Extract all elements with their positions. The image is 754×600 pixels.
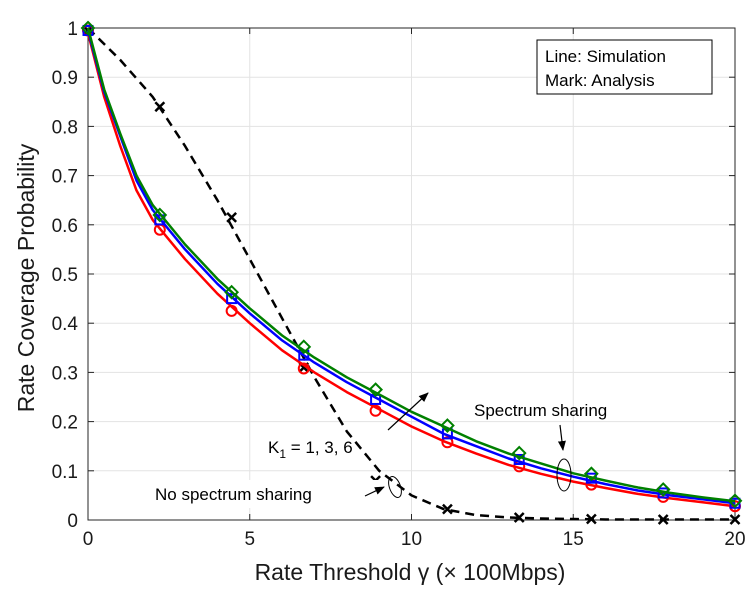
x-tick-label: 15: [563, 529, 584, 550]
x-tick-label: 0: [83, 529, 94, 550]
y-tick-label: 0: [67, 511, 78, 532]
y-tick-label: 1: [67, 19, 78, 40]
y-tick-label: 0.4: [52, 314, 79, 335]
no-spectrum-sharing-label: No spectrum sharing: [155, 485, 312, 504]
legend-mark-analysis: Mark: Analysis: [545, 71, 655, 90]
k1-values: = 1, 3, 6: [286, 438, 353, 457]
y-tick-label: 0.6: [52, 216, 78, 237]
y-tick-label: 0.2: [52, 413, 78, 434]
y-tick-label: 0.5: [52, 265, 78, 286]
y-tick-label: 0.1: [52, 462, 78, 483]
y-tick-label: 0.8: [52, 117, 78, 138]
x-tick-label: 5: [244, 529, 255, 550]
y-tick-label: 0.3: [52, 363, 78, 384]
legend: Line: Simulation Mark: Analysis: [537, 40, 712, 94]
k1-prefix: K: [268, 438, 280, 457]
x-axis-label: Rate Threshold γ (× 100Mbps): [255, 559, 566, 585]
y-tick-label: 0.7: [52, 167, 78, 188]
legend-line-simulation: Line: Simulation: [545, 47, 666, 66]
x-tick-label: 10: [401, 529, 422, 550]
y-tick-label: 0.9: [52, 68, 78, 89]
grid-lines: [88, 28, 735, 520]
rate-coverage-chart: 0 5 10 15 20 0 0.1 0.2 0.3 0.4 0.5 0.6 0.7 0.8 0.9 1 Ra…: [0, 0, 754, 600]
y-axis-label: Rate Coverage Probability: [13, 143, 39, 412]
x-tick-label: 20: [724, 529, 745, 550]
spectrum-sharing-label: Spectrum sharing: [474, 401, 607, 420]
